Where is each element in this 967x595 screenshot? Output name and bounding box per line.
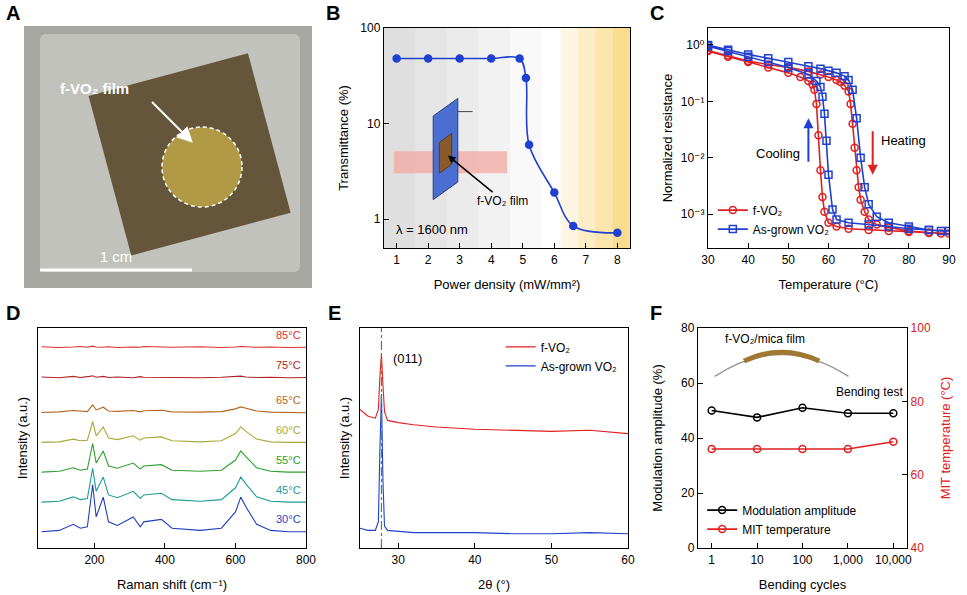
html-text:B: B bbox=[326, 2, 341, 24]
svg-text:Temperature (°C): Temperature (°C) bbox=[779, 277, 879, 292]
svg-text:80: 80 bbox=[911, 395, 925, 409]
svg-text:100: 100 bbox=[911, 321, 931, 335]
svg-text:3: 3 bbox=[456, 253, 463, 267]
svg-text:1: 1 bbox=[708, 553, 715, 567]
svg-text:7: 7 bbox=[583, 253, 590, 267]
svg-text:Bending cycles: Bending cycles bbox=[759, 577, 847, 592]
svg-text:MIT temperature: MIT temperature bbox=[742, 523, 831, 537]
svg-text:30: 30 bbox=[392, 553, 406, 567]
svg-text:Heating: Heating bbox=[881, 133, 926, 148]
svg-text:60: 60 bbox=[621, 553, 635, 567]
svg-text:Modulation amplitude (%): Modulation amplitude (%) bbox=[650, 364, 665, 511]
svg-text:10,000: 10,000 bbox=[875, 553, 912, 567]
svg-text:800: 800 bbox=[296, 553, 316, 567]
svg-text:f-VO₂/mica film: f-VO₂/mica film bbox=[725, 332, 805, 346]
html-text:F: F bbox=[650, 302, 663, 324]
svg-text:Transmittance (%): Transmittance (%) bbox=[336, 85, 351, 191]
svg-text:1 cm: 1 cm bbox=[100, 248, 133, 265]
svg-text:70: 70 bbox=[862, 253, 876, 267]
svg-text:10⁻²: 10⁻² bbox=[681, 151, 705, 165]
svg-text:40: 40 bbox=[468, 553, 482, 567]
svg-text:10: 10 bbox=[367, 117, 381, 131]
svg-text:60: 60 bbox=[911, 468, 925, 482]
svg-text:f-VO₂ film: f-VO₂ film bbox=[477, 194, 528, 208]
svg-text:1: 1 bbox=[393, 253, 400, 267]
svg-text:50: 50 bbox=[782, 253, 796, 267]
svg-text:75°C: 75°C bbox=[276, 359, 301, 371]
svg-text:0: 0 bbox=[688, 541, 695, 555]
svg-text:1,000: 1,000 bbox=[833, 553, 863, 567]
svg-text:40: 40 bbox=[911, 541, 925, 555]
svg-text:2θ (°): 2θ (°) bbox=[478, 577, 510, 592]
svg-text:30: 30 bbox=[701, 253, 715, 267]
svg-text:(011): (011) bbox=[393, 351, 422, 366]
svg-text:Modulation amplitude: Modulation amplitude bbox=[742, 504, 856, 518]
svg-text:40: 40 bbox=[681, 431, 695, 445]
svg-text:6: 6 bbox=[551, 253, 558, 267]
svg-text:8: 8 bbox=[614, 253, 621, 267]
svg-text:80: 80 bbox=[902, 253, 916, 267]
svg-text:65°C: 65°C bbox=[276, 394, 301, 406]
svg-text:10: 10 bbox=[750, 553, 764, 567]
svg-text:As-grown VO₂: As-grown VO₂ bbox=[753, 223, 829, 237]
svg-text:200: 200 bbox=[84, 553, 104, 567]
svg-text:45°C: 45°C bbox=[276, 484, 301, 496]
html-text:E: E bbox=[328, 302, 342, 324]
svg-text:4: 4 bbox=[488, 253, 495, 267]
svg-text:55°C: 55°C bbox=[276, 454, 301, 466]
svg-text:400: 400 bbox=[155, 553, 175, 567]
html-text:C: C bbox=[650, 2, 665, 24]
svg-text:2: 2 bbox=[425, 253, 432, 267]
svg-text:10⁰: 10⁰ bbox=[686, 38, 704, 52]
svg-text:100: 100 bbox=[360, 21, 380, 35]
svg-text:60: 60 bbox=[681, 376, 695, 390]
svg-text:f-VO₂: f-VO₂ bbox=[753, 204, 783, 218]
svg-text:10⁻³: 10⁻³ bbox=[681, 207, 705, 221]
svg-text:60°C: 60°C bbox=[276, 424, 301, 436]
svg-text:As-grown VO₂: As-grown VO₂ bbox=[541, 360, 617, 374]
svg-text:Intensity (a.u.): Intensity (a.u.) bbox=[15, 397, 30, 479]
html-text:A: A bbox=[6, 2, 21, 24]
svg-text:Raman shift (cm⁻¹): Raman shift (cm⁻¹) bbox=[117, 577, 227, 592]
svg-text:85°C: 85°C bbox=[276, 329, 301, 341]
svg-text:Bending test: Bending test bbox=[836, 385, 903, 399]
svg-text:λ = 1600 nm: λ = 1600 nm bbox=[396, 222, 468, 237]
svg-text:10⁻¹: 10⁻¹ bbox=[681, 95, 705, 109]
svg-text:f-VO₂ film: f-VO₂ film bbox=[60, 80, 129, 97]
svg-text:MIT temperature (°C): MIT temperature (°C) bbox=[938, 377, 953, 500]
svg-text:Intensity (a.u.): Intensity (a.u.) bbox=[337, 397, 352, 479]
svg-text:20: 20 bbox=[681, 486, 695, 500]
svg-text:80: 80 bbox=[681, 321, 695, 335]
svg-text:100: 100 bbox=[792, 553, 812, 567]
svg-text:40: 40 bbox=[741, 253, 755, 267]
svg-text:50: 50 bbox=[545, 553, 559, 567]
svg-text:30°C: 30°C bbox=[276, 513, 301, 525]
svg-text:60: 60 bbox=[822, 253, 836, 267]
html-text:D: D bbox=[6, 302, 21, 324]
svg-text:f-VO₂: f-VO₂ bbox=[541, 341, 571, 355]
svg-text:600: 600 bbox=[225, 553, 245, 567]
svg-text:1: 1 bbox=[374, 212, 381, 226]
svg-text:Power density (mW/mm²): Power density (mW/mm²) bbox=[434, 277, 581, 292]
svg-text:Normalized resistance: Normalized resistance bbox=[660, 74, 675, 203]
svg-text:90: 90 bbox=[942, 253, 956, 267]
svg-text:5: 5 bbox=[519, 253, 526, 267]
svg-text:Cooling: Cooling bbox=[756, 146, 800, 161]
